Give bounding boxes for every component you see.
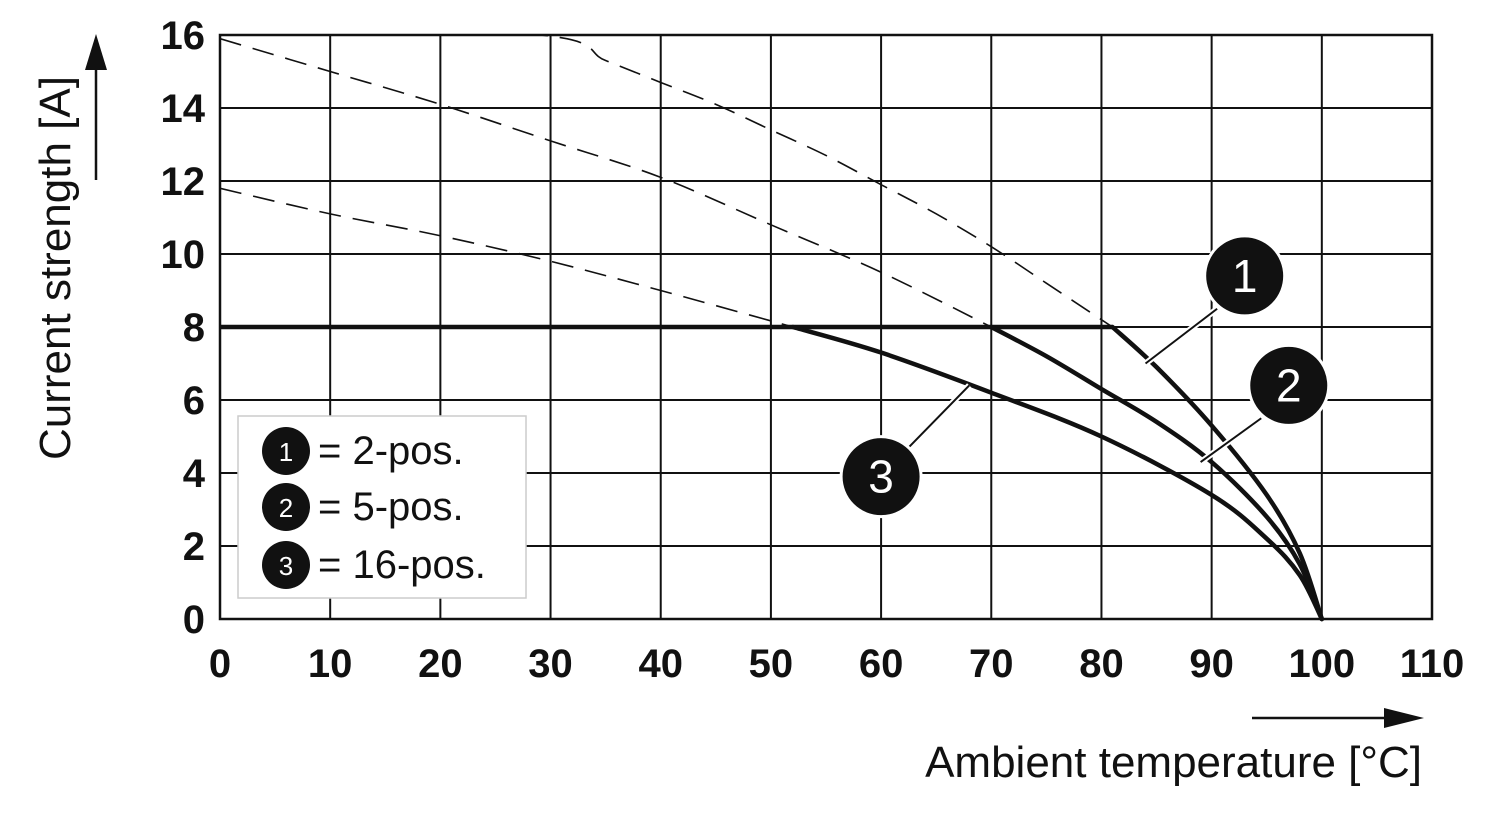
- legend-item: 2 = 5-pos.: [262, 483, 464, 531]
- series-dashed-line: [220, 37, 992, 328]
- callout-leader: [907, 384, 970, 449]
- y-axis-label: Current strength [A]: [31, 76, 80, 460]
- y-tick-label: 6: [183, 379, 205, 423]
- legend-item: 1 = 2-pos.: [262, 427, 464, 475]
- legend-badge-label: 1: [279, 437, 293, 467]
- legend-item: 3 = 16-pos.: [262, 541, 486, 589]
- y-tick-label: 8: [183, 306, 205, 350]
- x-tick-label: 40: [638, 642, 683, 686]
- x-axis-arrow-head: [1384, 708, 1424, 728]
- x-tick-label: 50: [749, 642, 794, 686]
- callout-badge-label: 1: [1232, 250, 1258, 302]
- y-tick-label: 12: [161, 160, 206, 204]
- x-tick-label: 70: [969, 642, 1014, 686]
- legend-badge: [262, 541, 310, 589]
- y-tick-label: 4: [183, 452, 206, 496]
- x-tick-label: 110: [1400, 642, 1465, 686]
- dashed-extensions: [220, 35, 1113, 328]
- series-line: [790, 324, 1325, 622]
- x-tick-label: 60: [859, 642, 904, 686]
- legend-badge-label: 3: [279, 551, 293, 581]
- y-tick-label: 14: [161, 87, 206, 131]
- x-tick-label: 80: [1079, 642, 1124, 686]
- y-tick-label: 2: [183, 525, 205, 569]
- series-lines: [790, 324, 1325, 622]
- y-tick-label: 0: [183, 598, 205, 642]
- legend-badge-label: 2: [279, 493, 293, 523]
- series-line: [1110, 324, 1325, 622]
- callouts: 1 2 3: [839, 234, 1331, 519]
- x-tick-label: 30: [528, 642, 573, 686]
- legend-label: = 16-pos.: [318, 543, 486, 587]
- x-tick-label: 10: [308, 642, 353, 686]
- x-tick-label: 100: [1288, 642, 1355, 686]
- legend: 1 = 2-pos. 2 = 5-pos. 3 = 16-pos.: [237, 415, 527, 599]
- callout-badge: [839, 435, 923, 519]
- x-tick-label: 0: [209, 642, 231, 686]
- callout-badge: [1203, 234, 1287, 318]
- callout-leader: [1200, 417, 1262, 463]
- legend-label: = 2-pos.: [318, 429, 464, 473]
- y-axis-arrow-head: [85, 34, 107, 70]
- y-tick-label: 10: [161, 233, 206, 277]
- x-tick-label: 20: [418, 642, 463, 686]
- legend-label: = 5-pos.: [318, 485, 464, 529]
- x-tick-label: 90: [1189, 642, 1234, 686]
- callout-badge-label: 3: [868, 451, 894, 503]
- series-line: [989, 324, 1325, 622]
- callout-badge: [1247, 343, 1331, 427]
- legend-badge: [262, 483, 310, 531]
- series-dashed-line: [220, 187, 794, 328]
- callout-badge-label: 2: [1276, 359, 1302, 411]
- callout-leader: [1144, 307, 1218, 365]
- legend-badge: [262, 427, 310, 475]
- y-tick-label: 16: [161, 14, 206, 58]
- series-dashed-line: [529, 35, 1113, 328]
- x-axis-label: Ambient temperature [°C]: [925, 738, 1422, 787]
